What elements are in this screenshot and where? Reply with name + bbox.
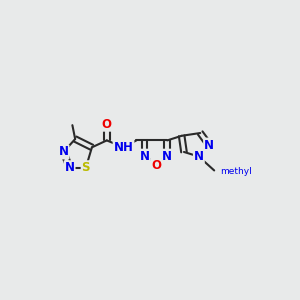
Text: methyl: methyl: [220, 167, 252, 176]
Text: N: N: [64, 161, 75, 174]
Text: N: N: [58, 146, 68, 158]
Text: NH: NH: [114, 141, 134, 154]
Text: N: N: [194, 150, 204, 163]
Text: N: N: [140, 150, 149, 163]
Text: O: O: [151, 159, 161, 172]
Text: N: N: [162, 150, 172, 163]
Text: N: N: [204, 139, 214, 152]
Text: S: S: [82, 161, 90, 174]
Text: O: O: [102, 118, 112, 131]
